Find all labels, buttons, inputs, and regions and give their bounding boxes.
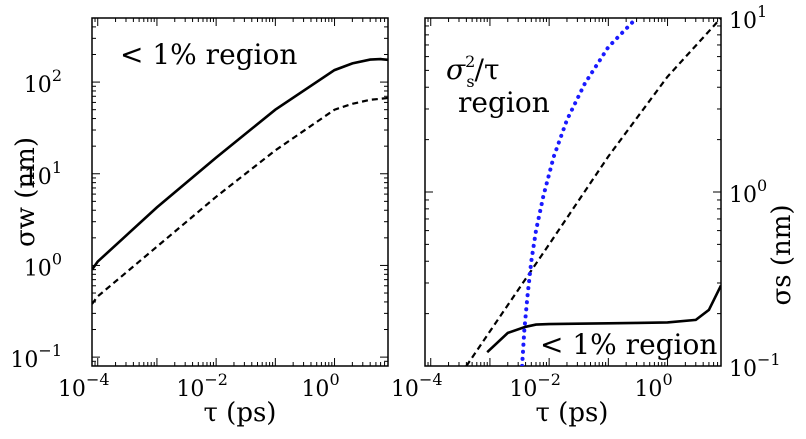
right-series-dashed bbox=[465, 18, 721, 366]
left-series-solid bbox=[92, 57, 388, 271]
left-series-dashed bbox=[92, 96, 388, 305]
right-x-axis-label: τ (ps) bbox=[536, 398, 609, 428]
y-tick-label: 102 bbox=[24, 66, 62, 98]
right-annotation-region-word: region bbox=[458, 86, 550, 119]
left-annotation-region: < 1% region bbox=[120, 38, 297, 71]
x-tick-label: 100 bbox=[634, 370, 672, 402]
left-x-ticks: 10−4 10−2 100 bbox=[58, 18, 389, 402]
left-panel: 10−4 10−2 100 10−1 100 101 102 < 1% region τ … bbox=[10, 17, 389, 428]
right-series-dotted-blue bbox=[520, 18, 639, 366]
x-tick-label: 100 bbox=[301, 370, 339, 402]
right-annotation-sigma: σ2 s/τ bbox=[446, 52, 499, 91]
x-tick-label: 10−2 bbox=[176, 370, 228, 402]
right-series bbox=[465, 18, 721, 366]
right-panel: 10−4 10−2 100 10−1 100 101 σ2 s/τ region < 1%… bbox=[391, 2, 797, 428]
y-tick-label: 101 bbox=[729, 2, 767, 34]
right-annotation-lt1: < 1% region bbox=[540, 328, 717, 361]
left-x-axis-label: τ (ps) bbox=[204, 398, 277, 428]
y-tick-label: 100 bbox=[729, 176, 767, 208]
right-x-ticks: 10−4 10−2 100 bbox=[391, 18, 722, 402]
x-tick-label: 10−4 bbox=[391, 370, 443, 402]
left-series bbox=[92, 57, 388, 305]
left-y-axis-label: σw (nm) bbox=[11, 137, 41, 247]
right-y-ticks: 10−1 100 101 bbox=[425, 2, 781, 382]
y-tick-label: 10−1 bbox=[10, 341, 62, 373]
left-y-ticks: 10−1 100 101 102 bbox=[10, 17, 388, 373]
x-tick-label: 10−2 bbox=[509, 370, 561, 402]
left-plot-frame bbox=[91, 17, 389, 367]
y-tick-label: 101 bbox=[24, 158, 62, 190]
y-tick-label: 100 bbox=[24, 249, 62, 281]
right-series-solid bbox=[486, 284, 721, 354]
right-y-axis-label: σs (nm) bbox=[767, 204, 797, 305]
x-tick-label: 10−4 bbox=[58, 370, 110, 402]
y-tick-label: 10−1 bbox=[729, 350, 781, 382]
